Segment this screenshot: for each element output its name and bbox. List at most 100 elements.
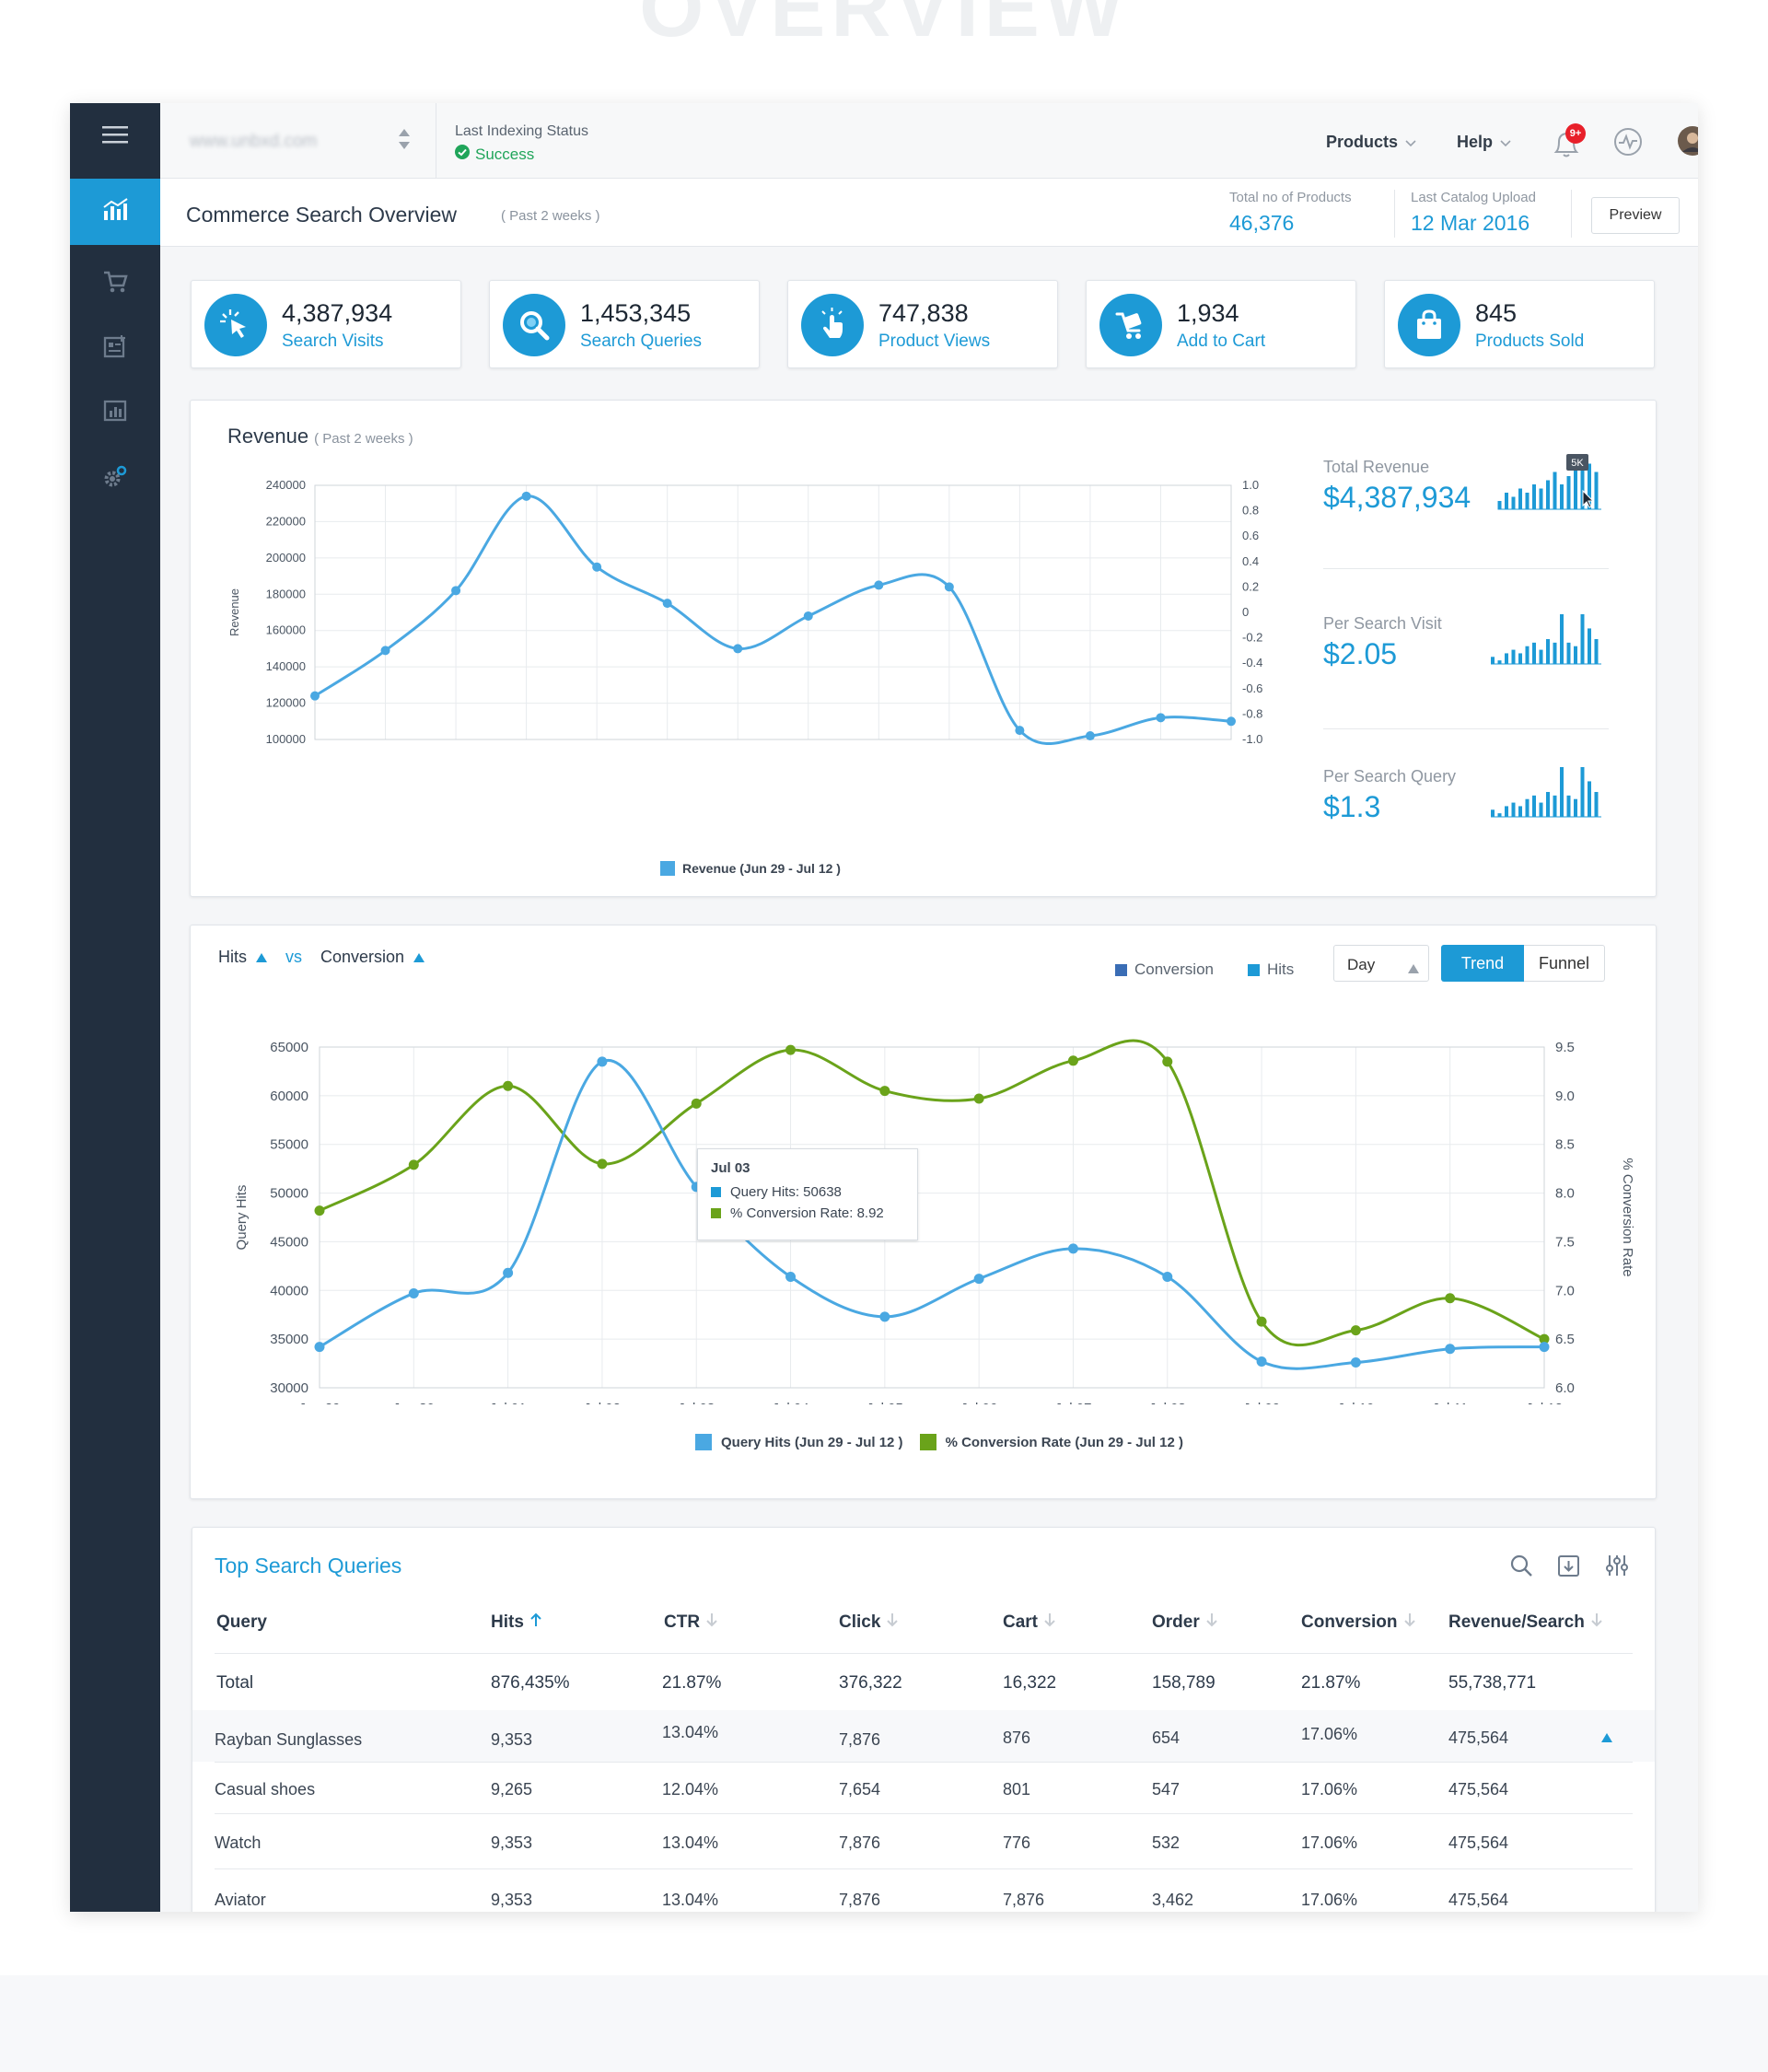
collapse-row-icon[interactable] — [1601, 1730, 1612, 1747]
stat-card-search-queries[interactable]: 1,453,345 Search Queries — [489, 280, 760, 368]
y2-tick-label: 8.5 — [1555, 1137, 1575, 1153]
menu-button[interactable] — [70, 103, 160, 169]
sort-ascending-icon — [529, 1612, 542, 1633]
sidebar-item-reports[interactable] — [70, 379, 160, 446]
table-title: Top Search Queries — [215, 1554, 402, 1577]
sidebar-item-settings[interactable] — [70, 446, 160, 512]
column-header-cart[interactable]: Cart — [1003, 1612, 1056, 1633]
cell-conversion: 17.06% — [1301, 1891, 1358, 1909]
indexing-status: Success — [455, 145, 534, 164]
sort-descending-icon — [1043, 1612, 1056, 1633]
x-tick-label: Jun 30 — [393, 1401, 435, 1404]
table-row[interactable]: Aviator 9,353 13.04% 7,876 7,876 3,462 1… — [192, 1868, 1655, 1912]
query-hits-point — [1539, 1342, 1550, 1353]
x-tick-label: Jul 12 — [1216, 749, 1248, 751]
column-header-hits[interactable]: Hits — [491, 1612, 542, 1633]
conversion-label[interactable]: Conversion — [320, 948, 405, 966]
export-icon[interactable] — [1557, 1554, 1581, 1582]
sparkline-bar — [1574, 798, 1577, 817]
y-tick-label: 40000 — [270, 1283, 308, 1298]
y-tick-label: 160000 — [266, 623, 306, 637]
tab-trend[interactable]: Trend — [1441, 945, 1524, 982]
sparkline-bar — [1560, 614, 1564, 664]
query-hits-point — [597, 1056, 608, 1067]
legend-swatch — [1115, 963, 1127, 976]
triangle-up-icon[interactable] — [413, 948, 425, 967]
granularity-select[interactable]: Day — [1333, 945, 1429, 982]
sparkline-bar — [1588, 781, 1591, 817]
cell-click: 7,876 — [839, 1730, 881, 1749]
column-header-query[interactable]: Query — [216, 1612, 267, 1633]
revenue-point — [521, 491, 531, 501]
divider — [215, 1653, 1633, 1654]
column-header-conversion[interactable]: Conversion — [1301, 1612, 1416, 1633]
column-header-revenue-per-search[interactable]: Revenue/Search — [1448, 1612, 1603, 1633]
table-row[interactable]: Watch 9,353 13.04% 7,876 776 532 17.06% … — [192, 1813, 1655, 1867]
cell-ctr: 12.04% — [662, 1780, 719, 1798]
plot-frame — [314, 484, 1232, 740]
stat-card-add-to-cart[interactable]: 1,934 Add to Cart — [1086, 280, 1356, 368]
revenue-point — [451, 586, 461, 596]
hits-label[interactable]: Hits — [218, 948, 247, 966]
column-header-order[interactable]: Order — [1152, 1612, 1218, 1633]
sparkline-total-revenue[interactable]: 5K — [1491, 454, 1601, 515]
sparkline-bar — [1560, 767, 1564, 817]
tab-funnel[interactable]: Funnel — [1524, 945, 1605, 982]
column-settings-icon[interactable] — [1605, 1554, 1629, 1582]
total-products-label: Total no of Products — [1229, 190, 1352, 205]
revenue-line — [314, 495, 1232, 746]
cart-icon — [102, 270, 128, 298]
preview-button[interactable]: Preview — [1591, 197, 1680, 234]
cell-query: Casual shoes — [215, 1780, 316, 1798]
column-header-label: Conversion — [1301, 1612, 1398, 1632]
column-header-label: Query — [216, 1612, 267, 1632]
stat-value: 845 — [1475, 299, 1518, 327]
sidebar-item-analytics[interactable] — [70, 179, 160, 245]
sparkline-bar — [1580, 468, 1585, 509]
sparkline-tooltip-text: 5K — [1571, 458, 1584, 469]
sparkline-bar — [1594, 792, 1599, 817]
activity-button[interactable] — [1613, 127, 1643, 161]
nav-products[interactable]: Products — [1326, 133, 1416, 152]
y2-tick-label: 8.0 — [1555, 1186, 1575, 1202]
revenue-point — [1015, 726, 1025, 736]
sparkline-bar — [1497, 660, 1502, 664]
column-header-click[interactable]: Click — [839, 1612, 899, 1633]
triangle-up-icon[interactable] — [256, 948, 267, 967]
tooltip-conversion: % Conversion Rate: 8.92 — [730, 1205, 884, 1221]
y-tick-label: 120000 — [266, 696, 306, 710]
stat-card-search-visits[interactable]: 4,387,934 Search Visits — [191, 280, 461, 368]
sparkline-per-search-query[interactable] — [1491, 762, 1601, 822]
stat-card-products-sold[interactable]: 845 Products Sold — [1384, 280, 1655, 368]
kpi-label: Per Search Query — [1323, 767, 1457, 786]
sparkline-bar — [1566, 795, 1571, 817]
cell-conversion: 21.87% — [1301, 1673, 1361, 1693]
legend-swatch — [660, 861, 675, 876]
cell-order: 3,462 — [1152, 1891, 1194, 1909]
chevron-down-icon — [1500, 133, 1511, 152]
table-row[interactable]: Casual shoes 9,265 12.04% 7,654 801 547 … — [192, 1762, 1655, 1813]
magnifier-icon — [503, 294, 565, 356]
nav-help[interactable]: Help — [1457, 133, 1511, 152]
column-header-ctr[interactable]: CTR — [664, 1612, 718, 1633]
cell-hits: 9,353 — [491, 1833, 533, 1852]
column-header-label: Order — [1152, 1612, 1200, 1632]
sparkline-per-search-visit[interactable] — [1491, 609, 1601, 669]
sidebar-item-cart[interactable] — [70, 250, 160, 317]
search-icon[interactable] — [1509, 1554, 1533, 1582]
site-selector[interactable]: www.unbxd.com — [160, 103, 436, 179]
footer-band — [0, 1975, 1768, 2072]
y2-tick-label: 0 — [1242, 605, 1249, 619]
stat-card-product-views[interactable]: 747,838 Product Views — [787, 280, 1058, 368]
conversion-point — [1350, 1325, 1361, 1336]
hits-conversion-panel: Hits vs Conversion Conversion Hits Day T… — [190, 925, 1657, 1499]
page-title: Commerce Search Overview — [186, 203, 457, 227]
sidebar-item-catalog[interactable] — [70, 315, 160, 381]
table-row[interactable]: Rayban Sunglasses 9,353 13.04% 7,876 876… — [192, 1710, 1655, 1762]
y2-tick-label: 6.5 — [1555, 1332, 1575, 1347]
hits-conversion-legend: Query Hits (Jun 29 - Jul 12 ) % Conversi… — [695, 1434, 1183, 1450]
last-upload-value: 12 Mar 2016 — [1411, 211, 1530, 235]
user-menu[interactable] — [1678, 126, 1698, 160]
notifications-button[interactable]: 9+ — [1551, 123, 1586, 165]
revenue-point — [662, 599, 672, 609]
